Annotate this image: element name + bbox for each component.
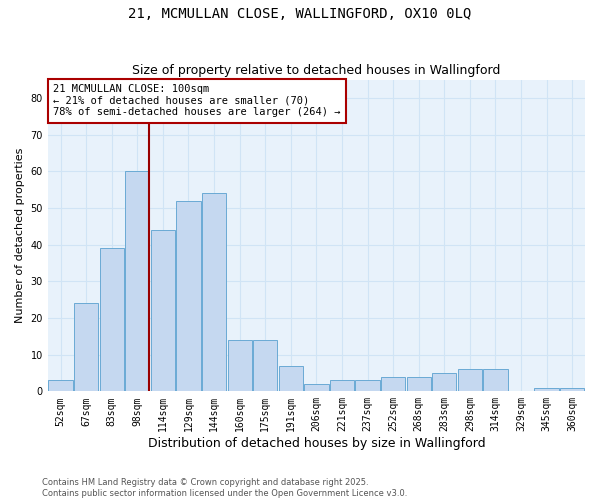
Bar bbox=[100, 248, 124, 392]
Bar bbox=[202, 194, 226, 392]
Bar bbox=[278, 366, 303, 392]
Y-axis label: Number of detached properties: Number of detached properties bbox=[15, 148, 25, 323]
Title: Size of property relative to detached houses in Wallingford: Size of property relative to detached ho… bbox=[132, 64, 500, 77]
Bar bbox=[227, 340, 252, 392]
Bar bbox=[355, 380, 380, 392]
Bar bbox=[74, 304, 98, 392]
Bar bbox=[253, 340, 277, 392]
Bar bbox=[176, 200, 200, 392]
Bar bbox=[381, 376, 405, 392]
Bar bbox=[125, 172, 149, 392]
Bar bbox=[304, 384, 329, 392]
Bar bbox=[330, 380, 354, 392]
Bar bbox=[407, 376, 431, 392]
Text: Contains HM Land Registry data © Crown copyright and database right 2025.
Contai: Contains HM Land Registry data © Crown c… bbox=[42, 478, 407, 498]
Bar bbox=[560, 388, 584, 392]
Bar bbox=[49, 380, 73, 392]
Text: 21, MCMULLAN CLOSE, WALLINGFORD, OX10 0LQ: 21, MCMULLAN CLOSE, WALLINGFORD, OX10 0L… bbox=[128, 8, 472, 22]
X-axis label: Distribution of detached houses by size in Wallingford: Distribution of detached houses by size … bbox=[148, 437, 485, 450]
Bar bbox=[484, 370, 508, 392]
Bar bbox=[535, 388, 559, 392]
Text: 21 MCMULLAN CLOSE: 100sqm
← 21% of detached houses are smaller (70)
78% of semi-: 21 MCMULLAN CLOSE: 100sqm ← 21% of detac… bbox=[53, 84, 341, 117]
Bar bbox=[151, 230, 175, 392]
Bar bbox=[458, 370, 482, 392]
Bar bbox=[432, 373, 457, 392]
